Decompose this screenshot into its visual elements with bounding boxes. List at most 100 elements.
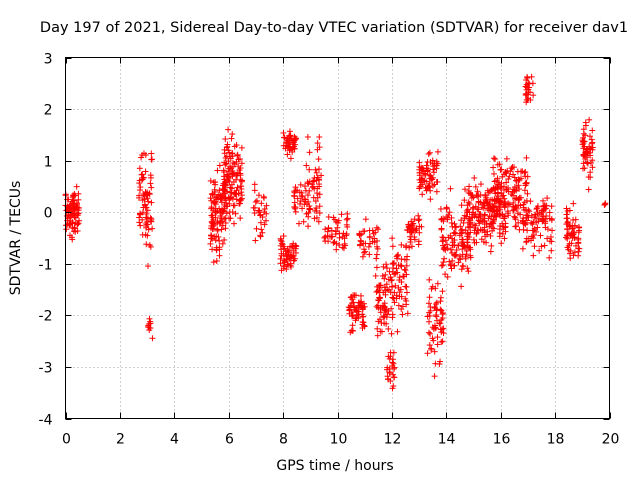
data-point — [147, 243, 154, 250]
data-point — [231, 143, 238, 150]
data-point — [311, 215, 318, 222]
data-point — [222, 155, 229, 162]
data-point — [212, 188, 219, 195]
data-point — [381, 275, 388, 282]
data-point — [213, 247, 220, 254]
data-point — [431, 373, 438, 380]
data-point — [321, 234, 328, 241]
data-point — [281, 259, 288, 266]
data-point — [509, 164, 516, 171]
data-point — [510, 171, 517, 178]
data-point — [208, 218, 215, 225]
data-point — [362, 216, 369, 223]
data-point — [546, 238, 553, 245]
data-point — [225, 158, 232, 165]
data-point — [482, 233, 489, 240]
data-point — [477, 181, 484, 188]
data-point — [309, 184, 316, 191]
data-point — [141, 192, 148, 199]
data-point — [229, 163, 236, 170]
data-point — [338, 211, 345, 218]
data-point — [544, 195, 551, 202]
data-point — [490, 220, 497, 227]
data-point — [439, 288, 446, 295]
data-point — [278, 267, 285, 274]
data-point — [549, 227, 556, 234]
data-point — [278, 252, 285, 259]
data-point — [214, 227, 221, 234]
data-point — [316, 181, 323, 188]
data-point — [314, 140, 321, 147]
data-point — [509, 189, 516, 196]
data-point — [324, 228, 331, 235]
data-point — [222, 197, 229, 204]
data-point — [219, 207, 226, 214]
data-point — [451, 242, 458, 249]
data-point — [223, 210, 230, 217]
data-point — [446, 258, 453, 265]
data-point — [225, 126, 232, 133]
data-point — [426, 276, 433, 283]
data-point — [333, 246, 340, 253]
data-point — [481, 227, 488, 234]
data-point — [513, 187, 520, 194]
data-point — [237, 197, 244, 204]
data-point — [438, 339, 445, 346]
data-point — [415, 212, 422, 219]
data-point — [444, 213, 451, 220]
data-point — [147, 217, 154, 224]
data-point — [219, 240, 226, 247]
data-point — [513, 184, 520, 191]
data-point — [220, 191, 227, 198]
data-point — [251, 187, 258, 194]
data-point — [429, 174, 436, 181]
data-point — [221, 236, 228, 243]
data-point — [396, 274, 403, 281]
data-point — [467, 244, 474, 251]
data-point — [448, 265, 455, 272]
data-point — [143, 210, 150, 217]
data-point — [283, 252, 290, 259]
data-point — [513, 205, 520, 212]
data-point — [376, 316, 383, 323]
data-point — [315, 156, 322, 163]
data-point — [437, 320, 444, 327]
data-point — [505, 212, 512, 219]
data-point — [341, 245, 348, 252]
data-point — [145, 198, 152, 205]
data-point — [422, 184, 429, 191]
data-point — [433, 178, 440, 185]
data-point — [253, 225, 260, 232]
data-point — [476, 211, 483, 218]
data-point — [310, 194, 317, 201]
data-point — [352, 315, 359, 322]
data-point — [491, 178, 498, 185]
data-point — [372, 272, 379, 279]
data-point — [226, 200, 233, 207]
data-point — [223, 203, 230, 210]
data-point — [459, 239, 466, 246]
data-point — [344, 215, 351, 222]
data-point — [548, 247, 555, 254]
data-point — [331, 238, 338, 245]
data-point — [381, 305, 388, 312]
data-point — [455, 242, 462, 249]
data-point — [451, 252, 458, 259]
data-point — [464, 239, 471, 246]
data-point — [140, 174, 147, 181]
data-point — [325, 213, 332, 220]
data-point — [350, 299, 357, 306]
data-point — [233, 196, 240, 203]
data-point — [437, 205, 444, 212]
data-point — [148, 156, 155, 163]
data-point — [348, 308, 355, 315]
data-point — [149, 225, 156, 232]
data-point — [494, 207, 501, 214]
data-point — [312, 207, 319, 214]
data-point — [395, 284, 402, 291]
data-point — [447, 246, 454, 253]
data-point — [224, 143, 231, 150]
data-point — [447, 262, 454, 269]
data-point — [490, 164, 497, 171]
data-point — [538, 211, 545, 218]
